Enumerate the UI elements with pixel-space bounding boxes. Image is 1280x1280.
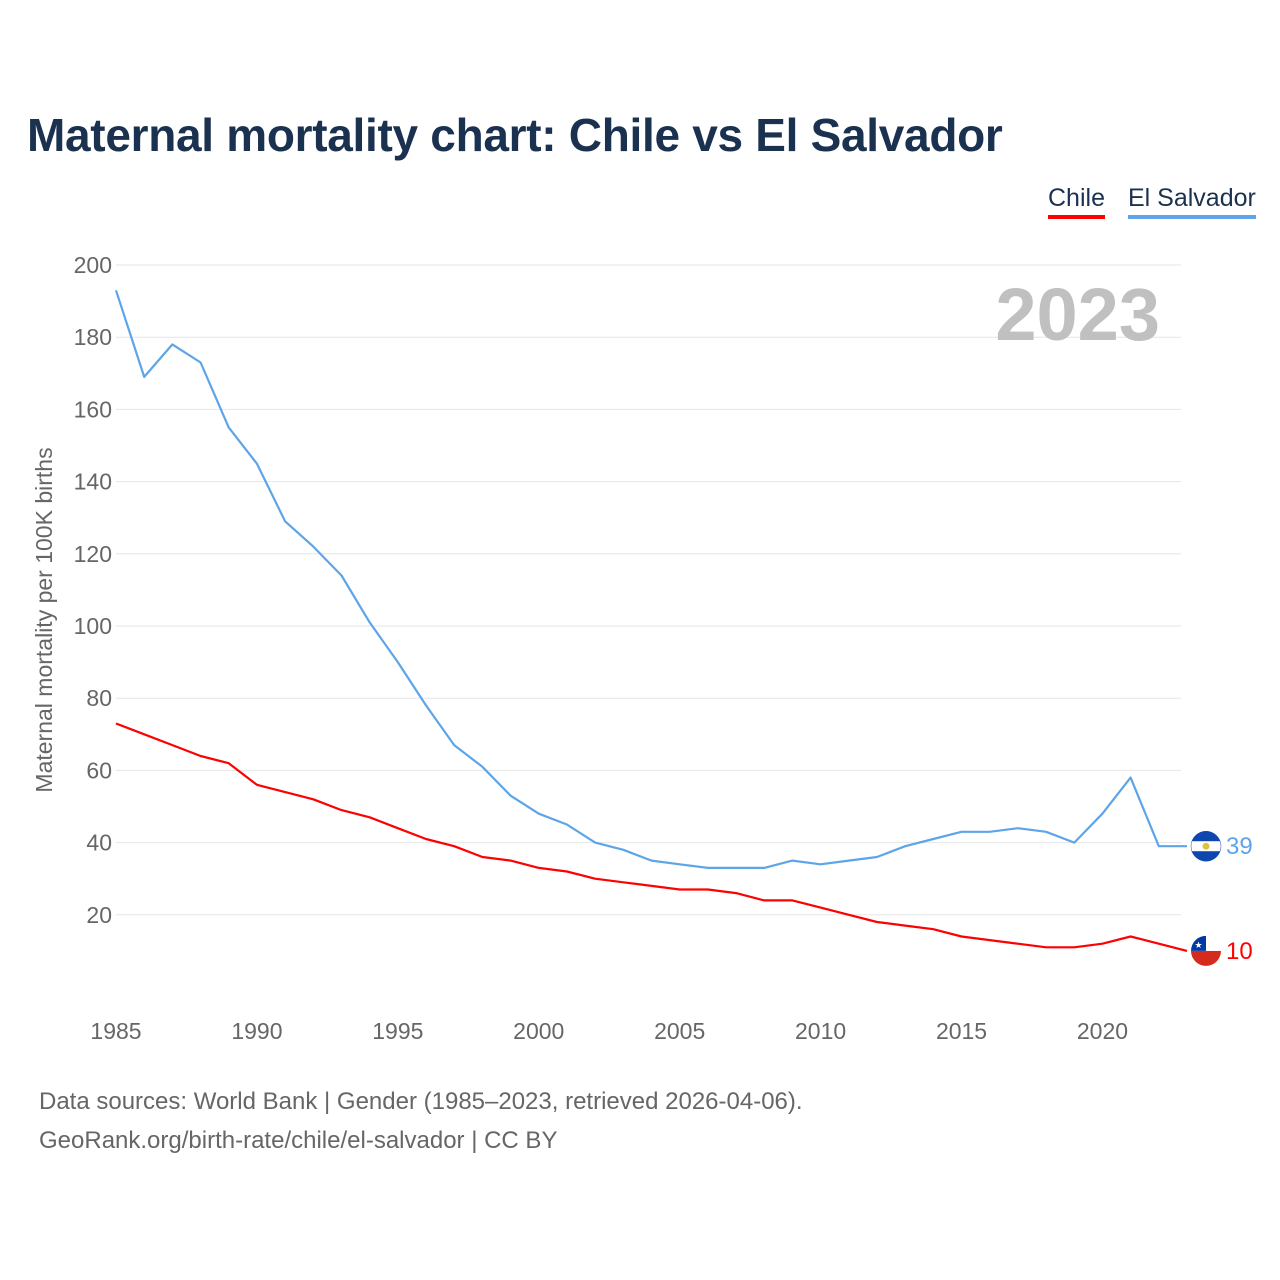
year-watermark: 2023 [995,273,1160,356]
end-value-label: 39 [1226,833,1253,860]
y-tick-label: 100 [74,613,112,639]
x-tick-label: 1995 [372,1018,423,1044]
legend-chile[interactable]: Chile [1048,184,1105,219]
data-source-text: Data sources: World Bank | Gender (1985–… [39,1088,803,1115]
x-tick-label: 1985 [90,1018,141,1044]
y-tick-label: 120 [74,541,112,567]
line-chart: 20 40 60 80 100 120 140 160 180 200 1985 1990 1995 20… [31,252,1253,1044]
svg-text:★: ★ [1194,940,1202,950]
y-tick-label: 200 [74,252,112,278]
chart-title: Maternal mortality chart: Chile vs El Sa… [27,109,1003,161]
y-tick-label: 80 [86,685,112,711]
x-tick-label: 2000 [513,1018,564,1044]
attribution-text: GeoRank.org/birth-rate/chile/el-salvador… [39,1127,558,1154]
y-tick-label: 180 [74,324,112,350]
end-value-label: 10 [1226,938,1253,965]
y-tick-label: 20 [86,902,112,928]
chile-flag-icon: ★ [1191,935,1221,966]
el-salvador-flag-icon [1190,830,1222,862]
series-line-el-salvador [114,289,1187,870]
x-tick-label: 2020 [1077,1018,1128,1044]
x-tick-label: 1990 [231,1018,282,1044]
x-tick-label: 2015 [936,1018,987,1044]
y-tick-label: 140 [74,469,112,495]
x-tick-label: 2005 [654,1018,705,1044]
x-tick-label: 2010 [795,1018,846,1044]
y-axis-label: Maternal mortality per 100K births [31,447,57,792]
series-line-chile [115,722,1188,952]
y-tick-label: 40 [86,830,112,856]
y-tick-label: 160 [74,396,112,422]
legend-el-salvador[interactable]: El Salvador [1128,184,1256,219]
y-tick-label: 60 [86,757,112,783]
